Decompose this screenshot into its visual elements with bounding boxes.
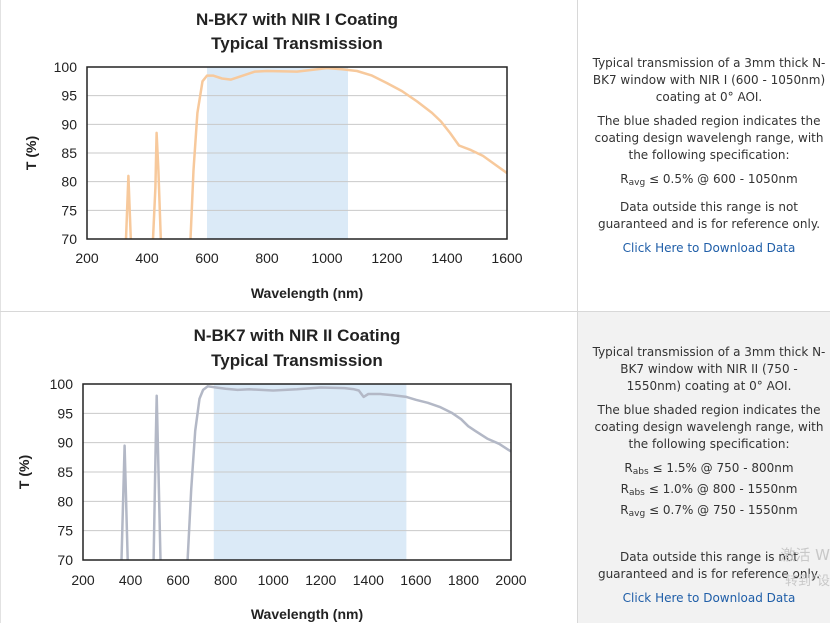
- download-data-link[interactable]: Click Here to Download Data: [622, 591, 796, 605]
- x-axis-label: Wavelength (nm): [251, 606, 363, 622]
- x-tick-label: 1600: [491, 250, 522, 266]
- x-tick-label: 600: [195, 250, 219, 266]
- y-tick-label: 75: [61, 202, 77, 218]
- transmission-chart-nir-ii: N-BK7 with NIR II Coating Typical Transmi…: [16, 326, 527, 622]
- transmission-line: [152, 394, 162, 560]
- shaded-region-note: The blue shaded region indicates the coa…: [594, 114, 824, 162]
- x-tick-label: 1200: [305, 572, 336, 588]
- y-tick-label: 80: [61, 174, 77, 190]
- x-tick-label: 1000: [311, 250, 342, 266]
- y-tick-label: 100: [54, 59, 78, 75]
- description-cell: Typical transmission of a 3mm thick N-BK…: [578, 312, 830, 623]
- y-tick-label: 85: [57, 464, 73, 480]
- chart-title: N-BK7 with NIR I Coating: [196, 10, 398, 29]
- description-cell: Typical transmission of a 3mm thick N-BK…: [578, 0, 830, 311]
- x-tick-label: 600: [166, 572, 190, 588]
- chart-cell: N-BK7 with NIR I Coating Typical Transmis…: [0, 0, 578, 311]
- chart-subtitle: Typical Transmission: [211, 34, 383, 53]
- y-tick-label: 85: [61, 145, 77, 161]
- x-tick-label: 200: [75, 250, 99, 266]
- x-tick-label: 1400: [431, 250, 462, 266]
- y-axis-label: T (%): [16, 455, 32, 489]
- x-tick-label: 200: [71, 572, 95, 588]
- reference-note: Data outside this range is not guarantee…: [597, 200, 821, 231]
- reference-note: Data outside this range is not guarantee…: [597, 550, 821, 581]
- plot-frame: [86, 66, 508, 240]
- watermark-line-1: 激活 W: [780, 546, 830, 564]
- y-tick-label: 80: [57, 493, 73, 509]
- chart-subtitle: Typical Transmission: [211, 351, 383, 370]
- y-tick-label: 75: [57, 523, 73, 539]
- x-tick-label: 2000: [495, 572, 526, 588]
- spec-line: Ravg ≤ 0.5% @ 600 - 1050nm: [620, 172, 798, 188]
- x-tick-label: 800: [255, 250, 279, 266]
- transmission-line: [124, 174, 133, 239]
- transmission-chart-nir-i: N-BK7 with NIR I Coating Typical Transmis…: [23, 10, 523, 301]
- y-tick-label: 95: [57, 405, 73, 421]
- x-tick-label: 1200: [371, 250, 402, 266]
- coating-row-nir-i: N-BK7 with NIR I Coating Typical Transmis…: [0, 0, 830, 312]
- description-text: Typical transmission of a 3mm thick N-BK…: [592, 345, 826, 393]
- y-tick-label: 90: [57, 435, 73, 451]
- chart-title: N-BK7 with NIR II Coating: [194, 326, 401, 345]
- download-data-link[interactable]: Click Here to Download Data: [622, 241, 796, 255]
- x-tick-label: 400: [119, 572, 143, 588]
- shaded-region-note: The blue shaded region indicates the coa…: [594, 403, 824, 451]
- x-tick-label: 400: [135, 250, 159, 266]
- y-tick-label: 100: [50, 376, 74, 392]
- x-tick-label: 800: [214, 572, 238, 588]
- y-tick-label: 95: [61, 88, 77, 104]
- spec-line: Rabs ≤ 1.0% @ 800 - 1550nm: [620, 482, 798, 498]
- spec-line: Ravg ≤ 0.7% @ 750 - 1550nm: [620, 503, 798, 519]
- y-tick-label: 70: [57, 552, 73, 568]
- y-tick-label: 70: [61, 231, 77, 247]
- x-tick-label: 1000: [258, 572, 289, 588]
- chart-cell: N-BK7 with NIR II Coating Typical Transmi…: [0, 312, 578, 623]
- transmission-line: [151, 131, 163, 239]
- spec-list: Rabs ≤ 1.5% @ 750 - 800nm Rabs ≤ 1.0% @ …: [592, 460, 826, 523]
- x-tick-label: 1400: [353, 572, 384, 588]
- transmission-line: [189, 66, 507, 239]
- spec-list: Ravg ≤ 0.5% @ 600 - 1050nm: [592, 171, 826, 192]
- transmission-line: [120, 444, 129, 560]
- spec-line: Rabs ≤ 1.5% @ 750 - 800nm: [624, 461, 794, 477]
- transmission-line: [186, 385, 511, 560]
- y-tick-label: 90: [61, 116, 77, 132]
- x-tick-label: 1800: [448, 572, 479, 588]
- x-tick-label: 1600: [400, 572, 431, 588]
- watermark-line-2: 转到"设: [785, 574, 830, 589]
- coating-row-nir-ii: N-BK7 with NIR II Coating Typical Transmi…: [0, 312, 830, 623]
- description-text: Typical transmission of a 3mm thick N-BK…: [592, 56, 826, 104]
- x-axis-label: Wavelength (nm): [251, 285, 363, 301]
- y-axis-label: T (%): [23, 136, 39, 170]
- plot-frame: [82, 383, 512, 561]
